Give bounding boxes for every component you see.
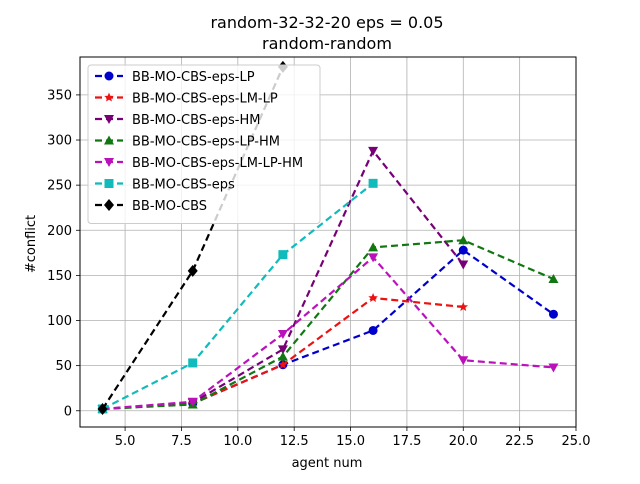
data-point <box>548 274 559 283</box>
chart-title-line1: random-32-32-20 eps = 0.05 <box>210 13 443 32</box>
y-tick-label: 250 <box>47 179 72 194</box>
data-point <box>187 264 198 277</box>
x-tick-label: 17.5 <box>392 434 421 449</box>
y-tick-label: 350 <box>47 88 72 103</box>
x-tick-label: 20.0 <box>449 434 478 449</box>
x-axis-label: agent num <box>292 456 363 471</box>
series-line <box>102 182 374 410</box>
x-tick-label: 5.0 <box>115 434 136 449</box>
data-point <box>277 345 288 355</box>
y-tick-label: 0 <box>64 404 72 419</box>
y-tick-label: 300 <box>47 134 72 149</box>
data-point <box>277 330 288 340</box>
data-point <box>277 351 288 361</box>
data-point <box>368 292 378 302</box>
legend-label: BB-MO-CBS <box>132 199 207 214</box>
data-point <box>368 146 379 156</box>
legend-marker <box>104 135 114 145</box>
data-point <box>458 301 469 312</box>
y-tick-label: 150 <box>47 269 72 284</box>
chart-title-line2: random-random <box>262 34 392 53</box>
data-point <box>548 309 558 319</box>
x-tick-label: 7.5 <box>171 434 192 449</box>
legend-marker <box>104 179 114 188</box>
data-point <box>278 250 288 260</box>
x-tick-label: 10.0 <box>223 434 252 449</box>
data-point <box>188 358 198 368</box>
legend-label: BB-MO-CBS-eps-LP-HM <box>132 135 280 150</box>
y-tick-label: 200 <box>47 224 72 239</box>
axes-frame <box>79 56 577 428</box>
data-point <box>368 242 379 252</box>
data-point <box>368 178 378 188</box>
data-point <box>458 245 468 255</box>
data-point <box>278 359 288 369</box>
data-point <box>368 325 378 335</box>
data-point <box>368 253 379 263</box>
series-line <box>102 248 555 411</box>
legend: BB-MO-CBS-eps-LP BB-MO-CBS-eps-LM-LP BB-MO… <box>87 64 321 224</box>
legend-marker <box>104 158 114 167</box>
data-point <box>458 356 469 366</box>
series-line <box>102 255 554 411</box>
data-point <box>458 260 469 270</box>
legend-box <box>87 64 321 224</box>
x-tick-label: 12.5 <box>280 434 309 449</box>
legend-marker <box>104 71 114 81</box>
legend-marker <box>104 92 114 102</box>
legend-label: BB-MO-CBS-eps-LM-LP-HM <box>132 156 303 171</box>
legend-label: BB-MO-CBS-eps-HM <box>132 113 260 128</box>
legend-label: BB-MO-CBS-eps-LM-LP <box>132 92 278 107</box>
x-tick-label: 22.5 <box>505 434 534 449</box>
data-point <box>97 402 108 415</box>
data-point <box>187 397 198 407</box>
data-point <box>548 363 559 373</box>
plot-area: 5.0 7.5 10.0 12.5 15.0 17.5 20.0 22.5 25.0 0 50 100… <box>47 56 591 449</box>
legend-marker <box>104 115 114 124</box>
legend-label: BB-MO-CBS-eps <box>132 178 235 193</box>
y-axis-label: #conflict <box>24 215 39 273</box>
x-tick-label: 15.0 <box>336 434 365 449</box>
series-line <box>102 239 554 411</box>
legend-marker <box>104 199 114 211</box>
y-tick-label: 50 <box>55 359 72 374</box>
legend-label: BB-MO-CBS-eps-LP <box>132 70 255 85</box>
data-point <box>458 235 469 245</box>
x-tick-label: 25.0 <box>562 434 591 449</box>
y-tick-label: 100 <box>47 314 72 329</box>
